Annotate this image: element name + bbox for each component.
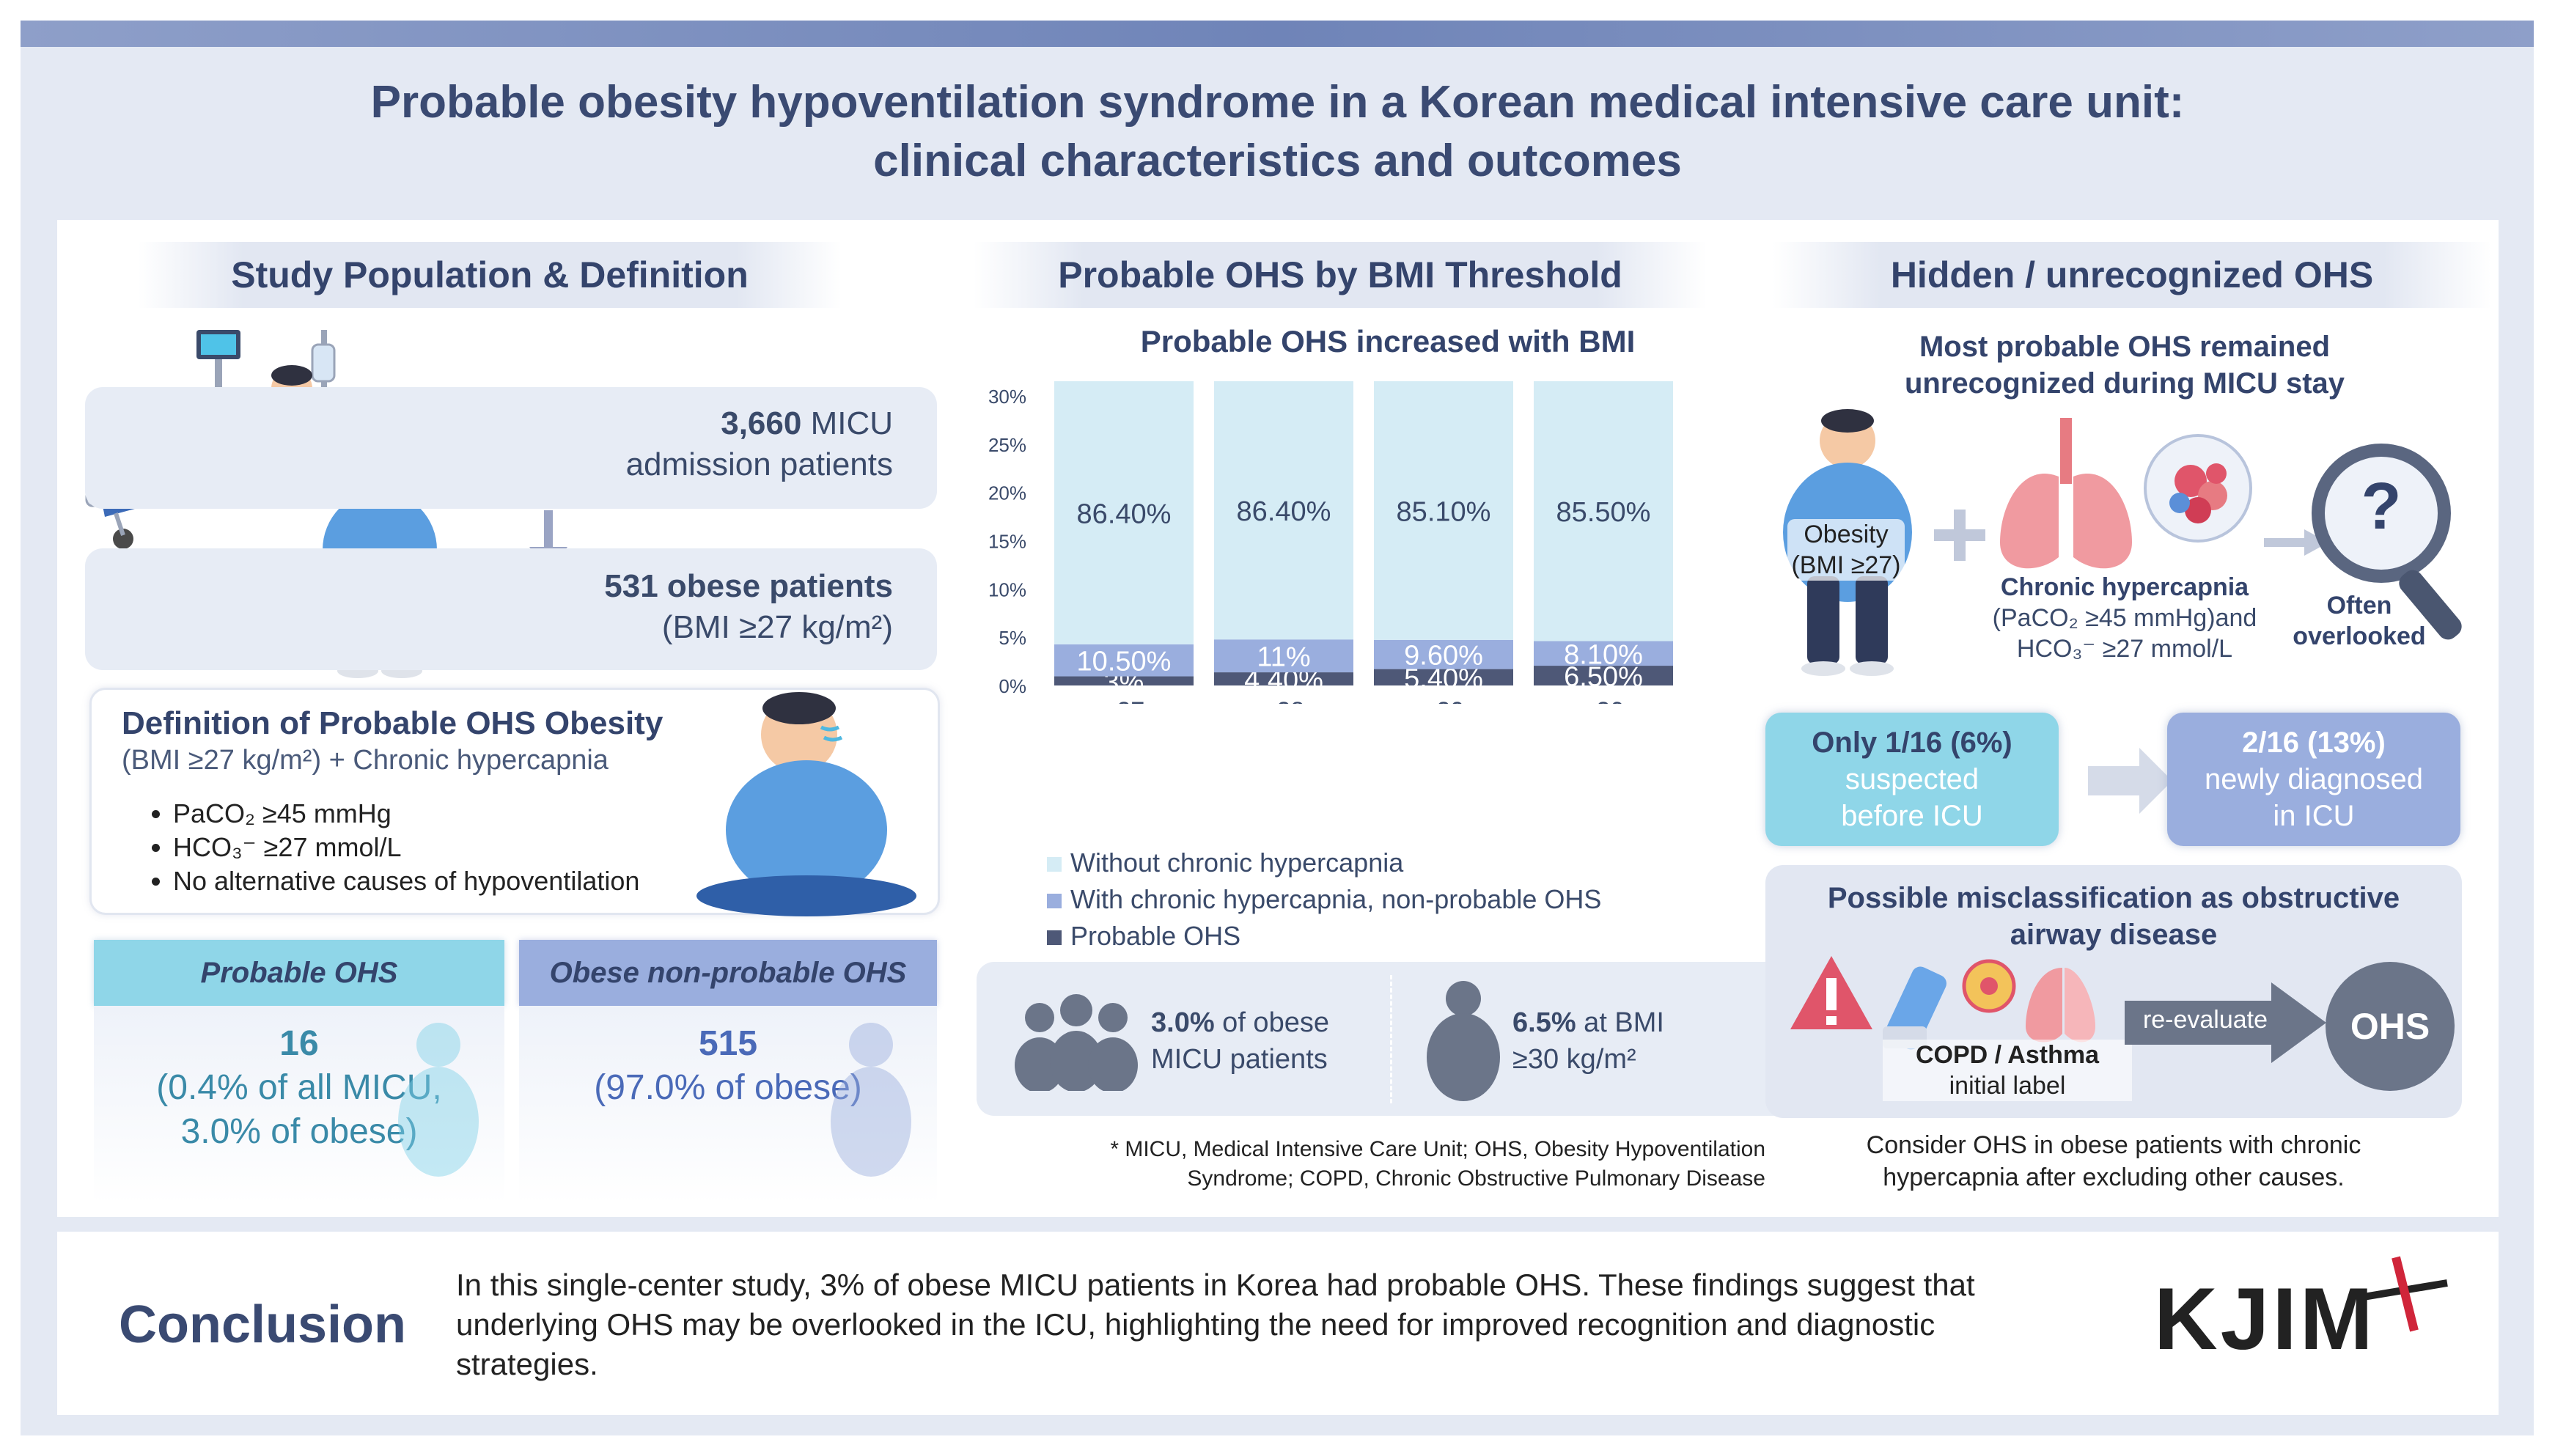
bar-segment bbox=[1374, 381, 1513, 640]
bar-value-label: 85.10% bbox=[1397, 496, 1491, 527]
bar-value-label: 8.10% bbox=[1564, 639, 1643, 670]
arrow-right-icon bbox=[2264, 529, 2328, 556]
obese-silhouette-icon bbox=[1427, 981, 1500, 1101]
obese-non-probable-tab: Obese non-probable OHS bbox=[519, 940, 937, 1006]
arrow-right-icon bbox=[2088, 748, 2172, 814]
bar-segment bbox=[1054, 644, 1194, 677]
bar-value-label: 6.50% bbox=[1564, 662, 1643, 693]
group-people-icon bbox=[1015, 994, 1138, 1091]
legend-item-with: With chronic hypercapnia, non-probable O… bbox=[1047, 881, 1780, 918]
x-category-label: ≥27 bbox=[1103, 697, 1144, 704]
bar-value-label: 86.40% bbox=[1237, 496, 1331, 527]
y-tick-label: 15% bbox=[988, 531, 1026, 553]
hypercapnia-label: Chronic hypercapnia (PaCO₂ ≥45 mmHg)and … bbox=[1992, 573, 2257, 663]
probable-ohs-tab: Probable OHS bbox=[94, 940, 504, 1006]
main-panel: Study Population & Definition 3,660 MICU… bbox=[57, 220, 2499, 1217]
bullet-item: No alternative causes of hypoventilation bbox=[173, 864, 679, 898]
stat-obese-patients: 3.0% of obese MICU patients bbox=[1151, 1007, 1329, 1075]
often-overlooked-label: Often overlooked bbox=[2293, 592, 2426, 650]
stat-bmi30: 6.5% at BMI ≥30 kg/m² bbox=[1512, 1007, 1664, 1075]
bar-segment bbox=[1534, 641, 1673, 666]
person-silhouette-icon bbox=[398, 1023, 479, 1177]
bar-value-label: 9.60% bbox=[1404, 641, 1483, 672]
x-category-label: ≥29 bbox=[1423, 697, 1464, 704]
bullet-item: PaCO₂ ≥45 mmHg bbox=[173, 797, 679, 831]
definition-text: Definition of Probable OHS Obesity (BMI … bbox=[122, 705, 679, 898]
study-population-heading: Study Population & Definition bbox=[138, 242, 842, 308]
y-tick-label: 10% bbox=[988, 578, 1026, 600]
admission-count-box bbox=[85, 387, 937, 509]
obese-count-box bbox=[85, 548, 937, 670]
alveoli-icon bbox=[2144, 434, 2252, 543]
bmi-threshold-heading: Probable OHS by BMI Threshold bbox=[974, 242, 1707, 308]
misclassification-title: Possible misclassification as obstructiv… bbox=[1827, 882, 2400, 951]
suspected-before-icu-pill: Only 1/16 (6%) suspected before ICU bbox=[1765, 713, 2059, 846]
legend-item-probable: Probable OHS bbox=[1047, 918, 1780, 955]
bar-segment bbox=[1214, 639, 1353, 673]
conclusion-panel: Conclusion In this single-center study, … bbox=[57, 1232, 2499, 1415]
question-mark: ? bbox=[2361, 470, 2402, 543]
obesity-label: Obesity (BMI ≥27) bbox=[1787, 519, 1905, 581]
newly-diagnosed-pill: 2/16 (13%) newly diagnosed in ICU bbox=[2167, 713, 2460, 846]
probable-ohs-card: 16 (0.4% of all MICU, 3.0% of obese) bbox=[94, 1006, 504, 1204]
bar-segment bbox=[1534, 666, 1673, 685]
plus-icon bbox=[1934, 510, 1985, 561]
bar-value-label: 86.40% bbox=[1077, 499, 1172, 529]
bmi-stacked-bar-chart: 0%5%10%15%20%25%30%3%10.50%86.40%≥274.40… bbox=[988, 381, 1673, 704]
reevaluate-arrow bbox=[2125, 982, 2326, 1063]
conclusion-text: In this single-center study, 3% of obese… bbox=[456, 1268, 1975, 1381]
y-tick-label: 20% bbox=[988, 482, 1026, 504]
ohs-circle: OHS bbox=[2326, 962, 2455, 1091]
obese-non-probable-card: 515 (97.0% of obese) bbox=[519, 1006, 937, 1204]
bar-segment bbox=[1374, 639, 1513, 669]
bar-segment bbox=[1054, 676, 1194, 685]
stats-divider bbox=[1390, 975, 1392, 1103]
x-category-label: ≥28 bbox=[1263, 697, 1304, 704]
y-tick-label: 30% bbox=[988, 386, 1026, 408]
bullet-item: HCO₃⁻ ≥27 mmol/L bbox=[173, 831, 679, 864]
copd-label: COPD / Asthma initial label bbox=[1883, 1040, 2132, 1101]
bar-value-label: 10.50% bbox=[1077, 647, 1172, 677]
x-category-label: ≥30 bbox=[1583, 697, 1624, 704]
chart-legend: Without chronic hypercapnia With chronic… bbox=[1047, 845, 1780, 955]
bar-segment bbox=[1534, 381, 1673, 641]
lung-icon bbox=[2026, 968, 2095, 1043]
reevaluate-label: re-evaluate bbox=[2142, 1006, 2268, 1034]
page-title: Probable obesity hypoventilation syndrom… bbox=[370, 77, 2185, 186]
y-tick-label: 0% bbox=[999, 675, 1026, 697]
conclusion-label: Conclusion bbox=[119, 1295, 406, 1354]
bar-segment bbox=[1374, 669, 1513, 685]
kjim-logo-mark bbox=[2359, 1256, 2448, 1332]
bar-value-label: 85.50% bbox=[1556, 497, 1651, 528]
bar-segment bbox=[1214, 381, 1353, 640]
hidden-ohs-heading: Hidden / unrecognized OHS bbox=[1773, 242, 2491, 308]
warning-icon bbox=[1790, 956, 1872, 1029]
admission-count-text: 3,660 MICU admission patients bbox=[625, 405, 893, 482]
bar-value-label: 11% bbox=[1257, 642, 1310, 673]
y-tick-label: 25% bbox=[988, 434, 1026, 456]
chart-title: Probable OHS increased with BMI bbox=[1140, 324, 1636, 359]
hidden-ohs-subtitle: Most probable OHS remained unrecognized … bbox=[1904, 331, 2345, 400]
definition-bullets: PaCO₂ ≥45 mmHg HCO₃⁻ ≥27 mmol/L No alter… bbox=[122, 797, 679, 898]
abbreviations-footnote: * MICU, Medical Intensive Care Unit; OHS… bbox=[1110, 1137, 1765, 1191]
virus-icon bbox=[1962, 959, 2016, 1013]
bar-segment bbox=[1054, 381, 1194, 644]
magnifier-question-icon bbox=[2312, 444, 2462, 640]
obese-count-text: 531 obese patients (BMI ≥27 kg/m²) bbox=[604, 568, 893, 645]
lungs-icon bbox=[2000, 418, 2132, 569]
bar-segment bbox=[1214, 672, 1353, 685]
legend-item-without: Without chronic hypercapnia bbox=[1047, 845, 1780, 881]
top-accent-bar bbox=[21, 21, 2534, 47]
person-silhouette-icon bbox=[831, 1023, 911, 1177]
kjim-logo: KJIM bbox=[2154, 1270, 2376, 1368]
consider-ohs-note: Consider OHS in obese patients with chro… bbox=[1866, 1131, 2361, 1191]
y-tick-label: 5% bbox=[999, 627, 1026, 649]
seated-person-icon bbox=[696, 692, 916, 916]
